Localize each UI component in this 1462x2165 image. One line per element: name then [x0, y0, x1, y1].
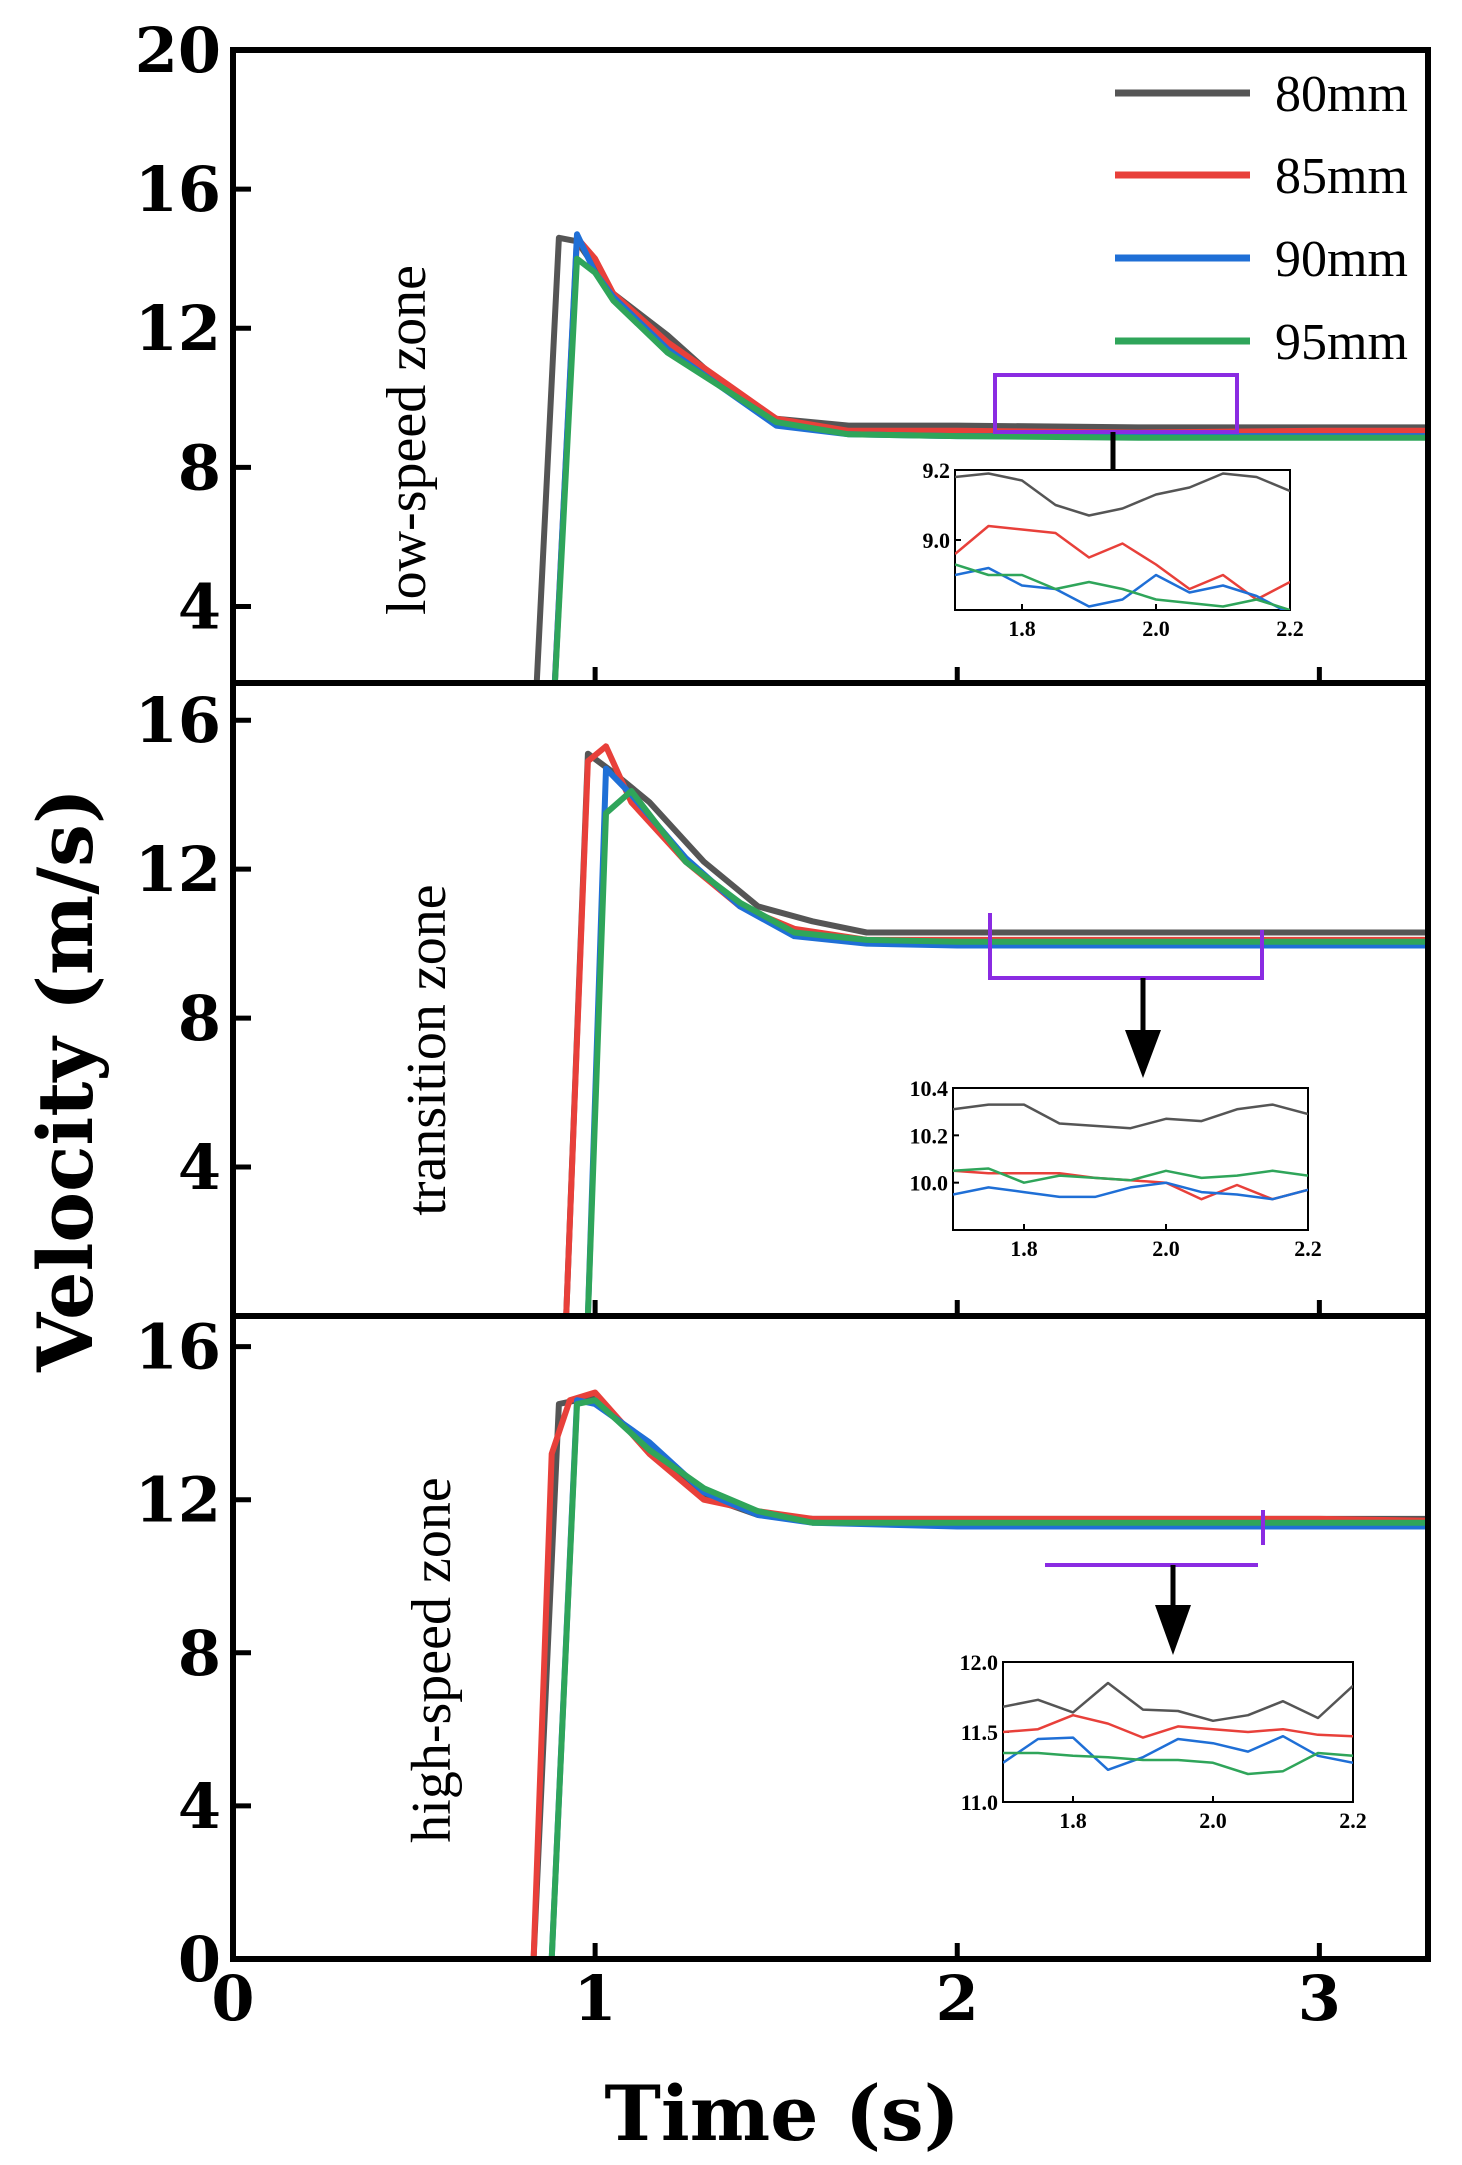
panel-0-y-tick-label-8: 8	[178, 431, 221, 504]
panel-1-series-80mm	[563, 750, 1428, 1316]
zone-label-low: low-speed zone	[376, 265, 438, 615]
legend-label-95mm: 95mm	[1275, 314, 1408, 371]
x-tick-label-0: 0	[211, 1962, 254, 2035]
legend-label-80mm: 80mm	[1275, 66, 1408, 123]
panel-0-series-95mm	[551, 255, 1428, 683]
panel-1-series-95mm	[584, 788, 1428, 1316]
panel-1-y-tick-label-4: 4	[178, 1131, 221, 1204]
zoom-marker-high	[1045, 1510, 1265, 1655]
inset-0-y-tick-label-9.0: 9.0	[923, 528, 951, 553]
zoom-marker-transition	[988, 913, 1264, 1078]
inset-0-series-80mm	[955, 472, 1290, 517]
inset-0-series-group	[955, 472, 1290, 610]
legend-label-90mm: 90mm	[1275, 231, 1408, 288]
inset-0-series-85mm	[955, 524, 1290, 601]
panel-1-y-tick-label-16: 16	[135, 684, 221, 757]
inset-2-series-90mm	[1003, 1734, 1353, 1772]
x-tick-label-1: 1	[574, 1962, 617, 2035]
zone-label-high: high-speed zone	[401, 1477, 463, 1842]
inset-0-series-95mm	[955, 563, 1290, 610]
inset-2-y-tick-label-12.0: 12.0	[960, 1650, 999, 1675]
inset-1-series-group	[953, 1103, 1308, 1201]
inset-1-series-95mm	[953, 1167, 1308, 1184]
inset-0-frame	[954, 469, 1291, 611]
inset-0-y-tick-label-9.2: 9.2	[923, 458, 951, 483]
zoom-bracket-low	[993, 373, 1239, 434]
inset-2-y-tick-label-11.0: 11.0	[961, 1790, 998, 1815]
inset-2-x-tick-label-2.0: 2.0	[1199, 1808, 1227, 1833]
inset-2-series-95mm	[1003, 1751, 1353, 1776]
panel-1-series-90mm	[584, 765, 1428, 1316]
inset-2-series-85mm	[1003, 1713, 1353, 1739]
panel-2-series-85mm	[233, 1389, 1428, 1959]
panel-0-y-tick-label-16: 16	[135, 153, 221, 226]
panel-2-y-tick-label-16: 16	[135, 1311, 221, 1384]
inset-0-x-tick-label-2.2: 2.2	[1276, 616, 1304, 641]
inset-1-series-80mm	[953, 1103, 1308, 1130]
y-axis-label: Velocity (m/s)	[21, 788, 110, 1373]
panel-2-series-95mm	[233, 1397, 1428, 1959]
inset-1-x-tick-label-2.0: 2.0	[1152, 1236, 1180, 1261]
panel-2-y-tick-label-4: 4	[178, 1770, 221, 1843]
panel-1-y-tick-label-12: 12	[135, 833, 221, 906]
panel-frame-bottom	[230, 1313, 1431, 1962]
inset-1-y-tick-label-10.4: 10.4	[910, 1076, 949, 1101]
zoom-bracket-transition	[988, 913, 1264, 980]
inset-0-x-tick-label-1.8: 1.8	[1008, 616, 1036, 641]
panel-1-series-group	[563, 743, 1428, 1316]
inset-low-speed: 9.0 9.2 1.8 2.0 2.2	[923, 458, 1304, 641]
zoom-arrow-transition-head	[1125, 1030, 1161, 1078]
panel-1-y-tick-label-8: 8	[178, 982, 221, 1055]
inset-1-series-90mm	[953, 1181, 1308, 1201]
inset-2-x-tick-label-1.8: 1.8	[1059, 1808, 1087, 1833]
panel-2-y-tick-label-12: 12	[135, 1464, 221, 1537]
inset-1-x-tick-label-1.8: 1.8	[1010, 1236, 1038, 1261]
x-tick-label-2: 2	[936, 1962, 979, 2035]
x-tick-label-3: 3	[1298, 1962, 1341, 2035]
inset-1-frame	[952, 1087, 1309, 1231]
panel-2-y-tick-label-0: 0	[178, 1923, 221, 1996]
x-axis-label: Time (s)	[604, 2069, 959, 2158]
low-speed-panel: 4 8 12 16 20	[135, 14, 1428, 683]
legend: 80mm 85mm 90mm 95mm	[1115, 66, 1408, 371]
inset-2-series-group	[1003, 1681, 1353, 1776]
panel-0-y-tick-label-4: 4	[178, 570, 221, 643]
inset-2-x-tick-label-2.2: 2.2	[1339, 1808, 1367, 1833]
zone-label-transition: transition zone	[396, 884, 458, 1215]
inset-2-series-80mm	[1003, 1681, 1353, 1723]
panel-0-y-tick-label-20: 20	[135, 14, 221, 87]
legend-label-85mm: 85mm	[1275, 148, 1408, 205]
panel-0-y-tick-label-12: 12	[135, 292, 221, 365]
inset-2-y-tick-label-11.5: 11.5	[961, 1720, 998, 1745]
inset-transition: 10.0 10.2 10.4 1.8 2.0 2.2	[910, 1076, 1322, 1261]
transition-panel: 4 8 12 16	[135, 684, 1428, 1316]
inset-high-speed: 11.0 11.5 12.0 1.8 2.0 2.2	[960, 1650, 1367, 1833]
inset-1-x-tick-label-2.2: 2.2	[1294, 1236, 1322, 1261]
inset-1-y-tick-label-10.2: 10.2	[910, 1123, 949, 1148]
panel-2-y-tick-label-8: 8	[178, 1617, 221, 1690]
inset-0-series-90mm	[955, 566, 1286, 610]
panel-2-series-group	[233, 1389, 1428, 1959]
inset-0-x-tick-label-2.0: 2.0	[1142, 616, 1170, 641]
high-speed-panel: 0 4 8 12 16	[135, 1311, 1428, 1996]
panel-0-series-group	[533, 231, 1428, 683]
inset-1-y-tick-label-10.0: 10.0	[910, 1171, 949, 1196]
zoom-arrow-high-head	[1155, 1605, 1191, 1655]
